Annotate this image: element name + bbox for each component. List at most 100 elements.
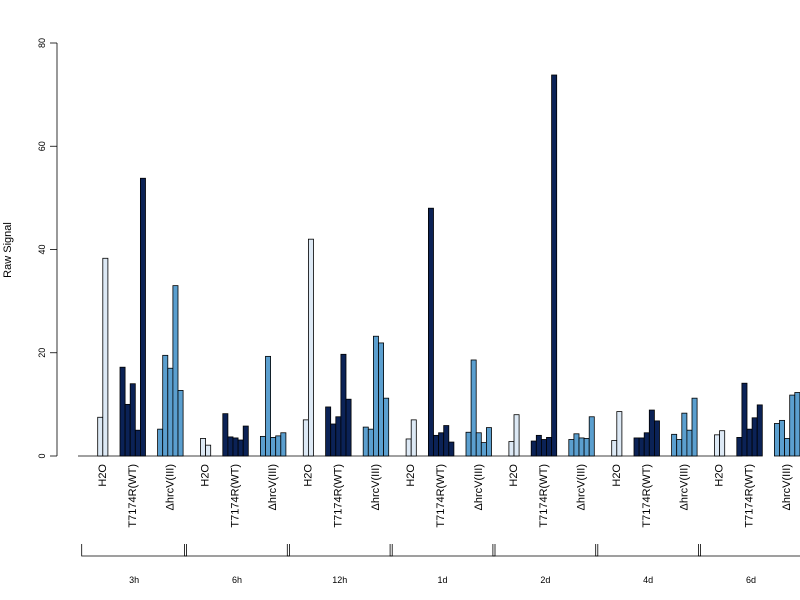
bar-6d-2-3 [789,394,796,457]
bar-2d-0-0 [508,441,515,457]
bar-1d-1-3 [443,425,450,457]
bars [97,74,800,457]
bar-3h-2-3 [172,285,179,457]
bar-6d-2-2 [784,438,791,457]
bar-4d-1-2 [643,432,650,457]
bar-4d-1-3 [648,409,655,457]
bar-6d-0-1 [719,430,726,457]
section-bracket [492,544,599,557]
section-label: 4d [643,575,653,585]
bar-1d-2-3 [480,442,487,457]
bar-12h-1-3 [340,353,347,457]
bar-2d-2-2 [578,437,585,457]
group-label: T7174R(WT) [435,464,447,528]
bar-3h-2-4 [177,390,184,457]
bar-4d-2-1 [676,439,683,457]
bar-6d-1-0 [736,437,743,457]
bar-6h-2-2 [270,437,277,457]
bar-6h-1-3 [237,439,244,457]
group-label: T7174R(WT) [641,464,653,528]
y-axis-title: Raw Signal [2,222,14,278]
bar-1d-0-1 [410,419,417,457]
bar-3h-1-3 [134,429,141,457]
bar-4d-2-2 [681,412,688,457]
section-bracket [698,544,800,557]
group-label: ΔhrcV(III) [164,464,176,510]
y-axis: 0 20 40 60 80 [37,38,58,459]
bar-4d-2-4 [691,397,698,457]
group-label: H2O [302,464,314,487]
bar-1d-2-2 [475,432,482,457]
bar-4d-2-3 [686,429,693,457]
bar-12h-1-0 [325,406,332,457]
bar-1d-0-0 [405,438,412,457]
group-labels: H2O T7174R(WT) ΔhrcV(III) H2O T7174R(WT) Δhrc… [97,464,793,528]
bar-4d-1-0 [633,437,640,457]
bar-6d-1-4 [756,404,763,457]
bar-12h-1-1 [330,423,337,457]
bar-4d-1-4 [654,420,660,457]
group-label: H2O [97,464,109,487]
bar-6h-2-4 [280,432,287,457]
bar-3h-0-1 [102,257,109,457]
group-label: T7174R(WT) [538,464,550,528]
bar-3h-0-0 [97,416,104,457]
bar-2d-1-1 [535,434,542,457]
bar-6d-1-3 [751,417,758,457]
group-label: H2O [405,464,417,487]
bar-3h-1-2 [129,383,136,457]
bar-6h-1-4 [242,425,249,457]
bar-12h-2-1 [367,428,374,457]
section-label: 2d [540,575,550,585]
bar-1d-2-1 [470,359,477,457]
group-label: H2O [508,464,520,487]
y-tick-label: 20 [37,348,47,358]
y-tick-label: 40 [37,244,47,254]
bar-2d-2-0 [568,439,575,457]
y-tick-label: 0 [37,453,47,458]
section-bracket [595,544,701,557]
group-label: ΔhrcV(III) [678,464,690,510]
bar-2d-0-1 [513,414,520,457]
bar-3h-1-4 [139,177,146,457]
bar-6d-2-1 [779,419,785,457]
bar-2d-2-1 [573,433,580,457]
group-label: T7174R(WT) [230,464,242,528]
bar-6d-1-2 [746,428,753,457]
bar-2d-1-2 [541,439,547,457]
bar-6h-2-1 [265,355,271,457]
group-label: ΔhrcV(III) [781,464,793,510]
bar-6d-0-0 [714,434,720,457]
bar-6d-2-0 [774,423,780,457]
bar-2d-1-0 [530,440,537,457]
bar-2d-1-4 [551,74,558,457]
bar-6h-0-0 [200,438,206,457]
bar-12h-0-1 [307,238,314,457]
bar-2d-1-3 [546,437,552,457]
bar-2d-2-4 [588,416,595,457]
group-label: H2O [200,464,212,487]
bar-12h-1-4 [345,398,352,457]
section-bracket [184,544,290,557]
group-label: H2O [611,464,623,487]
bar-1d-2-0 [465,431,472,457]
group-label: T7174R(WT) [127,464,139,528]
section-label: 6d [746,575,756,585]
bar-6d-1-1 [741,382,748,457]
section-bracket [81,544,187,557]
bar-4d-0-0 [611,440,618,457]
bar-3h-2-2 [167,367,174,457]
bar-1d-2-4 [485,427,492,457]
bar-3h-2-1 [162,354,169,457]
bar-12h-2-3 [378,342,384,457]
group-label: T7174R(WT) [332,464,344,528]
bar-2d-2-3 [583,438,590,457]
bar-12h-2-4 [383,397,390,457]
bar-6h-0-1 [205,444,212,457]
bar-12h-2-0 [362,426,369,457]
y-tick-label: 80 [37,38,47,48]
bar-6h-1-0 [222,413,229,457]
bar-12h-1-2 [335,416,342,457]
group-label: ΔhrcV(III) [473,464,485,510]
